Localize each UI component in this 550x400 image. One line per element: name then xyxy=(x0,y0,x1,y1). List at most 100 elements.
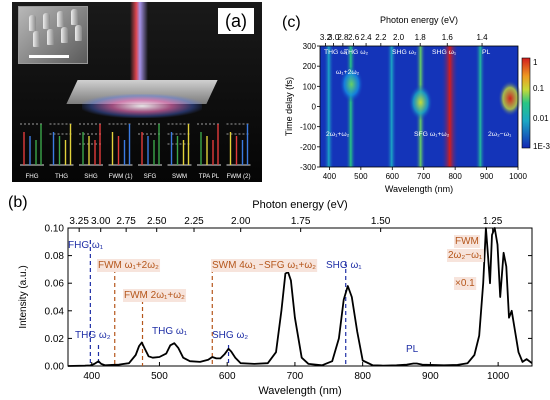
y-axis-label: Time delay (fs) xyxy=(284,77,294,136)
process-label: TPA PL xyxy=(199,173,220,180)
top-axis-label: Photon energy (eV) xyxy=(252,199,347,211)
panel-a-illustration: FHG THG SHG FWM (1) SFG SWM TPA PL FWM (2) (a) xyxy=(12,2,262,182)
heatmap-annotation: THG ω₁ xyxy=(324,49,349,56)
heatmap-blob xyxy=(339,66,364,103)
panel-c-label: (c) xyxy=(282,14,301,31)
annotation-pl: PL xyxy=(406,344,419,355)
top-tick-label: 3.25 xyxy=(69,216,89,227)
y-tick-label: 0.00 xyxy=(45,362,65,373)
heatmap-band xyxy=(475,46,486,167)
x-tick-label: 500 xyxy=(151,371,168,382)
top-tick-label: 2.25 xyxy=(184,216,204,227)
top-tick-label: 1.4 xyxy=(476,33,488,42)
process-label: FWM (1) xyxy=(108,173,132,180)
x-tick-label: 700 xyxy=(417,172,431,181)
top-tick-label: 1.8 xyxy=(415,33,427,42)
x-tick-label: 500 xyxy=(354,172,368,181)
heatmap-annotation: ω₁+2ω₂ xyxy=(336,69,360,76)
scale-bar xyxy=(29,55,69,58)
annotation-fwm1-bg xyxy=(97,259,161,272)
x-tick-label: 600 xyxy=(386,172,400,181)
colorbar-tick-label: 0.01 xyxy=(533,114,549,123)
top-tick-label: 2.4 xyxy=(361,33,373,42)
heatmap-annotation: PL xyxy=(482,49,491,56)
process-label: FWM (2) xyxy=(226,173,250,180)
annotation-fhg: FHG ω₁ xyxy=(68,240,104,251)
top-tick-label: 2.6 xyxy=(348,33,360,42)
sem-image-inset xyxy=(18,6,88,64)
annotation-thg1: THG ω₁ xyxy=(152,326,188,337)
top-tick-label: 2.75 xyxy=(116,216,136,227)
x-tick-label: 400 xyxy=(323,172,337,181)
colorbar-tick-label: 0.1 xyxy=(533,84,545,93)
heatmap-annotation: SFG ω₁+ω₂ xyxy=(414,131,450,138)
y-tick-label: 0 xyxy=(312,103,317,112)
emission-glow xyxy=(82,94,202,118)
process-label: SFG xyxy=(144,173,157,180)
process-label: THG xyxy=(55,173,68,180)
process-label: SWM xyxy=(172,173,187,180)
annotation-scale-factor: ×0.1 xyxy=(455,278,475,289)
x-tick-label: 600 xyxy=(219,371,236,382)
top-tick-label: 2.00 xyxy=(231,216,251,227)
annotation-thg2: THG ω₂ xyxy=(75,330,111,341)
x-tick-label: 400 xyxy=(83,371,100,382)
y-tick-label: -300 xyxy=(300,163,317,172)
spectrum-line xyxy=(67,227,533,367)
y-tick-label: 100 xyxy=(303,82,317,91)
annotation-shg2: SHG ω₂ xyxy=(212,330,248,341)
top-tick-label: 1.75 xyxy=(291,216,311,227)
annotation-swm-bg xyxy=(211,259,278,272)
x-tick-label: 800 xyxy=(448,172,462,181)
x-tick-label: 900 xyxy=(480,172,494,181)
top-tick-label: 2.50 xyxy=(147,216,167,227)
colorbar-tick-label: 1E-3 xyxy=(533,142,550,151)
laser-beam xyxy=(130,2,148,82)
x-tick-label: 800 xyxy=(354,371,371,382)
annotation-sfg: SFG ω₁+ω₂ xyxy=(264,260,316,271)
y-tick-label: 200 xyxy=(303,62,317,71)
annotation-fwm-right-formula-bg xyxy=(447,249,484,262)
annotation-shg1: SHG ω₁ xyxy=(326,260,362,271)
top-tick-label: 1.25 xyxy=(483,216,503,227)
colorbar xyxy=(521,57,531,149)
x-tick-label: 900 xyxy=(422,371,439,382)
top-tick-label: 1.50 xyxy=(371,216,391,227)
top-tick-label: 2.8 xyxy=(337,33,349,42)
y-tick-label: 0.02 xyxy=(45,334,65,345)
annotation-fwm1: FWM ω₁+2ω₂ xyxy=(98,260,159,271)
top-tick-label: 1.6 xyxy=(442,33,454,42)
top-tick-label: 3.00 xyxy=(91,216,111,227)
y-tick-label: -100 xyxy=(300,123,317,132)
annotation-fwm2: FWM 2ω₁+ω₂ xyxy=(124,290,185,301)
y-axis-label: Intensity (a.u.) xyxy=(18,265,29,328)
heatmap-annotation: SHG ω₂ xyxy=(392,49,417,56)
annotation-swm: SWM 4ω₁ −ω₂ xyxy=(212,260,276,271)
x-tick-label: 700 xyxy=(287,371,304,382)
heatmap-band xyxy=(386,46,397,167)
top-tick-label: 3.0 xyxy=(328,33,340,42)
process-label: SHG xyxy=(84,173,98,180)
panel-a-label: (a) xyxy=(218,8,254,34)
heatmap-blob xyxy=(408,84,433,121)
annotation-sfg-bg xyxy=(263,259,318,272)
heatmap-annotation: 2ω₁+ω₂ xyxy=(326,131,350,138)
plot-frame xyxy=(67,227,533,367)
top-tick-label: 3.2 xyxy=(320,33,332,42)
heatmap-annotation: SHG ω₁ xyxy=(432,49,457,56)
energy-level-diagrams: FHG THG SHG FWM (1) SFG SWM TPA PL FWM (2) xyxy=(20,123,251,180)
heatmap-band xyxy=(440,46,459,167)
annotation-scale-factor-bg xyxy=(454,277,477,290)
annotation-fwm-right-formula: 2ω₂−ω₁ xyxy=(448,250,483,261)
top-tick-label: 2.0 xyxy=(393,33,405,42)
heatmap-blob xyxy=(498,80,523,117)
annotation-fwm-right-bg xyxy=(454,235,480,248)
x-axis-label: Wavelength (nm) xyxy=(258,385,341,397)
annotation-fwm-right: FWM xyxy=(455,236,479,247)
process-label: FHG xyxy=(25,173,38,180)
y-tick-label: 300 xyxy=(303,42,317,51)
y-tick-label: 0.04 xyxy=(45,306,65,317)
colorbar-tick-label: 1 xyxy=(533,58,538,67)
annotation-fwm2-bg xyxy=(123,289,187,302)
